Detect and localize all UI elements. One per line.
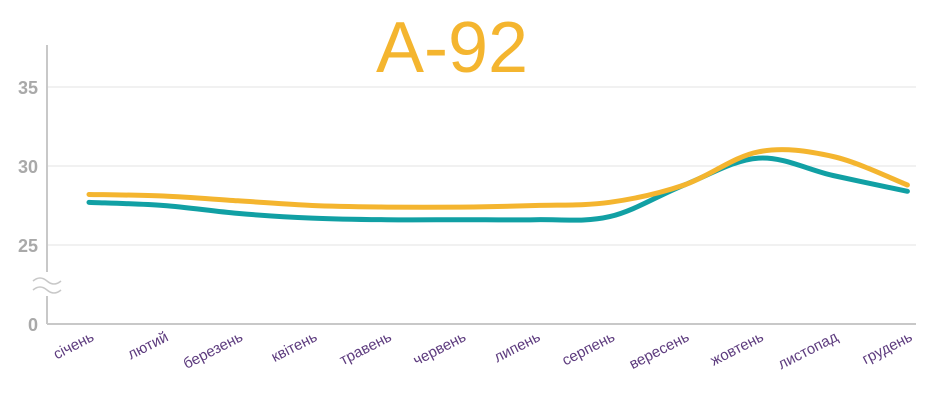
x-tick-label: вересень <box>627 328 693 373</box>
x-tick-label: грудень <box>860 328 916 368</box>
series-line <box>86 155 910 223</box>
axis-break-mark <box>32 272 62 296</box>
x-tick-label: квітень <box>269 328 321 365</box>
x-tick-label: липень <box>491 328 543 366</box>
x-tick-label: травень <box>337 328 395 369</box>
series-line <box>86 147 910 210</box>
x-tick-label: листопад <box>775 328 841 373</box>
x-tick-label: лютий <box>125 328 171 363</box>
y-tick-label: 30 <box>18 157 38 177</box>
grid <box>47 86 916 246</box>
y-tick-label: 0 <box>28 315 38 335</box>
x-tick-label: жовтень <box>708 328 767 369</box>
y-tick-label: 25 <box>18 236 38 256</box>
y-axis-ticks: 0 25 30 35 <box>18 78 38 335</box>
series-lines <box>86 147 910 223</box>
chart-title: А-92 <box>376 8 528 88</box>
x-tick-label: березень <box>181 328 246 372</box>
x-tick-label: січень <box>51 328 97 363</box>
axes <box>32 45 916 325</box>
y-tick-label: 35 <box>18 78 38 98</box>
x-tick-label: червень <box>411 328 469 369</box>
x-axis-ticks: січень лютий березень квітень травень червень… <box>51 328 916 373</box>
x-tick-label: серпень <box>559 328 617 369</box>
